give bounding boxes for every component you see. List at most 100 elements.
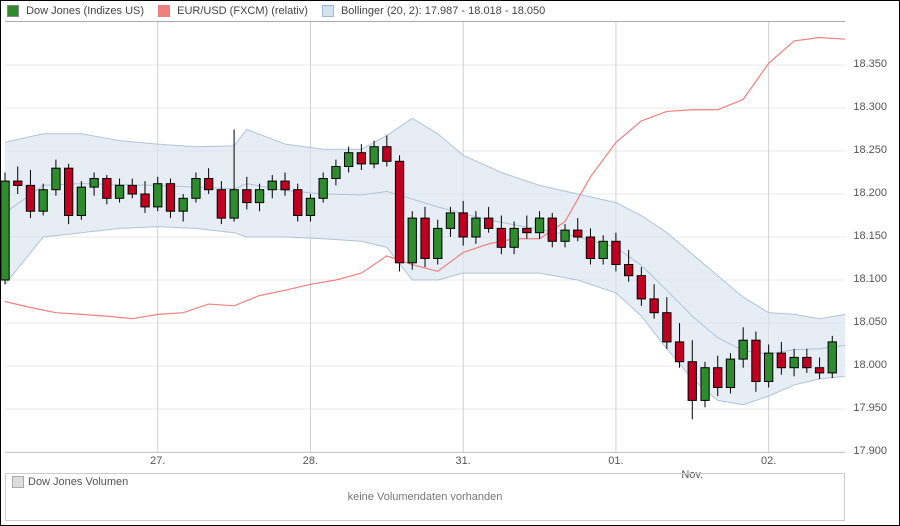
candle-body bbox=[828, 342, 836, 373]
x-tick-label: 01. bbox=[608, 455, 623, 467]
x-axis: 27.28.31.01.02.Nov. bbox=[5, 455, 845, 473]
legend-eurusd-label: EUR/USD (FXCM) (relativ) bbox=[177, 5, 308, 17]
candle-body bbox=[726, 359, 734, 387]
legend-dow-label: Dow Jones (Indizes US) bbox=[26, 5, 144, 17]
candle-body bbox=[128, 185, 136, 194]
candle-body bbox=[561, 230, 569, 241]
candle-body bbox=[332, 167, 340, 179]
candle-body bbox=[192, 179, 200, 199]
candle-body bbox=[625, 265, 633, 276]
candle-body bbox=[535, 218, 543, 233]
y-tick-label: 17.900 bbox=[853, 445, 887, 457]
y-tick-label: 17.950 bbox=[853, 402, 887, 414]
chart-frame: { "legend": { "series1": { "label": "Dow… bbox=[0, 0, 900, 526]
candle-body bbox=[790, 357, 798, 367]
y-tick-label: 18.300 bbox=[853, 101, 887, 113]
candle-body bbox=[599, 241, 607, 258]
legend-item-eurusd: EUR/USD (FXCM) (relativ) bbox=[158, 5, 308, 17]
volume-legend: Dow Jones Volumen bbox=[12, 476, 128, 488]
candle-body bbox=[446, 213, 454, 229]
band-swatch-icon bbox=[322, 5, 334, 17]
candle-body bbox=[408, 218, 416, 263]
candle-body bbox=[548, 218, 556, 241]
candle-body bbox=[765, 353, 773, 381]
candle-body bbox=[472, 218, 480, 237]
volume-legend-label: Dow Jones Volumen bbox=[28, 476, 128, 488]
candle-body bbox=[497, 228, 505, 247]
candle-body bbox=[370, 147, 378, 164]
candle-body bbox=[230, 190, 238, 218]
y-tick-label: 18.350 bbox=[853, 58, 887, 70]
candle-body bbox=[306, 198, 314, 215]
candle-body bbox=[281, 181, 289, 190]
candle-body bbox=[179, 198, 187, 211]
y-tick-label: 18.200 bbox=[853, 187, 887, 199]
legend-bollinger-label: Bollinger (20, 2): 17.987 - 18.018 - 18.… bbox=[341, 5, 545, 17]
x-tick-label: 31. bbox=[456, 455, 471, 467]
candle-body bbox=[612, 241, 620, 264]
x-tick-label: 28. bbox=[303, 455, 318, 467]
candle-body bbox=[319, 179, 327, 199]
y-tick-label: 18.100 bbox=[853, 273, 887, 285]
candle-body bbox=[650, 299, 658, 313]
candle-body bbox=[485, 218, 493, 228]
line-swatch-icon bbox=[158, 5, 170, 17]
candle-body bbox=[510, 228, 518, 247]
candle-body bbox=[675, 342, 683, 362]
candle-body bbox=[103, 179, 111, 199]
candle-body bbox=[752, 340, 760, 381]
candle-body bbox=[383, 147, 391, 162]
candle-body bbox=[294, 190, 302, 216]
chart-plot-area[interactable] bbox=[5, 21, 845, 453]
candle-body bbox=[14, 181, 22, 185]
volume-swatch-icon bbox=[12, 476, 24, 488]
candle-body bbox=[523, 228, 531, 232]
chart-svg bbox=[5, 22, 845, 452]
candle-body bbox=[777, 353, 785, 368]
candle-body bbox=[77, 187, 85, 215]
candle-body bbox=[459, 213, 467, 237]
candle-body bbox=[217, 190, 225, 218]
y-tick-label: 18.050 bbox=[853, 316, 887, 328]
candle-body bbox=[574, 230, 582, 237]
candle-body bbox=[205, 179, 213, 190]
volume-panel: Dow Jones Volumen keine Volumendaten vor… bbox=[5, 473, 845, 521]
candle-body bbox=[663, 313, 671, 342]
candle-body bbox=[395, 161, 403, 262]
candle-body bbox=[434, 228, 442, 258]
candle-swatch-icon bbox=[7, 5, 19, 17]
volume-empty-message: keine Volumendaten vorhanden bbox=[348, 491, 503, 503]
y-tick-label: 18.000 bbox=[853, 359, 887, 371]
candle-body bbox=[268, 181, 276, 190]
candle-body bbox=[26, 185, 34, 211]
candle-body bbox=[688, 362, 696, 401]
x-tick-label: 27. bbox=[150, 455, 165, 467]
candle-body bbox=[115, 185, 123, 198]
legend-item-dow: Dow Jones (Indizes US) bbox=[7, 5, 144, 17]
candle-body bbox=[701, 368, 709, 401]
candle-body bbox=[154, 184, 162, 207]
candle-body bbox=[141, 194, 149, 207]
candle-body bbox=[357, 153, 365, 164]
candle-body bbox=[345, 153, 353, 167]
candle-body bbox=[39, 190, 47, 212]
candle-body bbox=[255, 190, 263, 203]
y-tick-label: 18.150 bbox=[853, 230, 887, 242]
candle-body bbox=[166, 184, 174, 212]
candle-body bbox=[421, 218, 429, 258]
candle-body bbox=[52, 168, 60, 190]
candle-body bbox=[803, 357, 811, 367]
candle-body bbox=[739, 340, 747, 359]
x-tick-label: 02. bbox=[761, 455, 776, 467]
candle-body bbox=[1, 181, 9, 280]
candle-body bbox=[586, 237, 594, 259]
candle-body bbox=[637, 276, 645, 299]
legend-item-bollinger: Bollinger (20, 2): 17.987 - 18.018 - 18.… bbox=[322, 5, 545, 17]
candle-body bbox=[90, 179, 98, 188]
y-tick-label: 18.250 bbox=[853, 144, 887, 156]
candle-body bbox=[815, 368, 823, 373]
candle-body bbox=[714, 368, 722, 388]
candle-body bbox=[243, 190, 251, 203]
chart-legend: Dow Jones (Indizes US) EUR/USD (FXCM) (r… bbox=[7, 3, 893, 19]
candle-body bbox=[65, 168, 73, 215]
